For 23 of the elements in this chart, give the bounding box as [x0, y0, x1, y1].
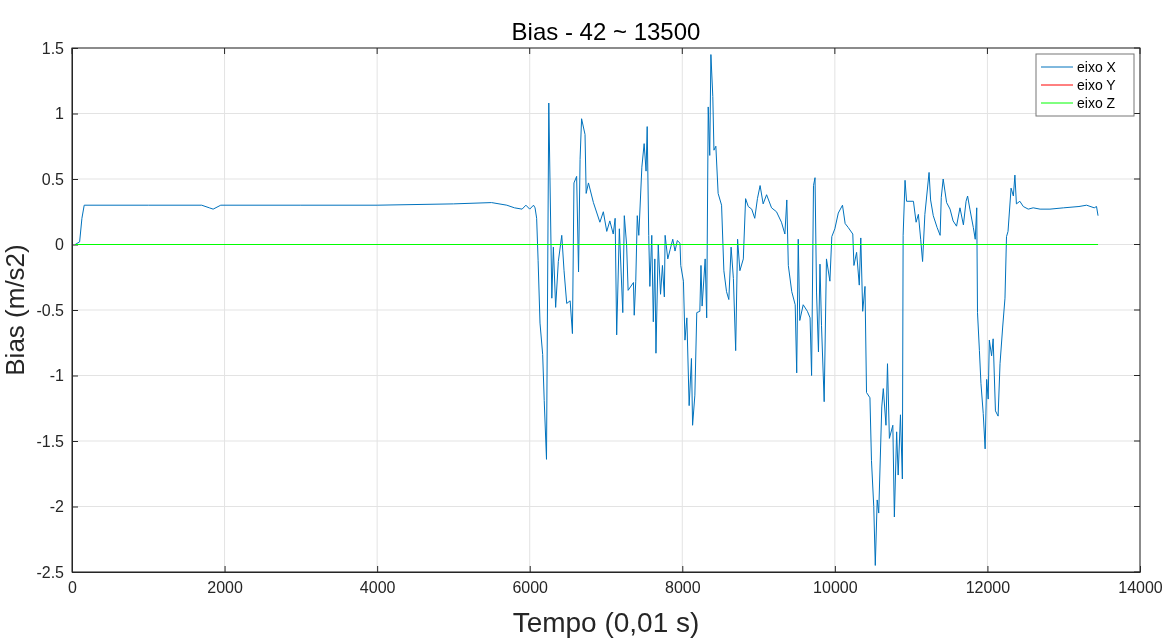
y-axis-title: Bias (m/s2)	[0, 244, 30, 376]
legend-label: eixo Z	[1077, 95, 1116, 111]
x-tick-label: 10000	[813, 579, 858, 597]
y-tick-label: 0.5	[41, 170, 65, 188]
x-tick-label: 8000	[664, 579, 701, 597]
x-tick-label: 2000	[207, 579, 243, 597]
x-tick-label: 14000	[1118, 579, 1163, 597]
y-tick-label: 1.5	[41, 39, 65, 57]
y-tick-label: -0.5	[36, 301, 65, 319]
x-tick-label: 4000	[359, 579, 396, 597]
x-tick-label: 0	[68, 579, 78, 597]
y-tick-label: 0	[55, 236, 65, 254]
y-tick-label: -1	[49, 367, 65, 385]
y-tick-label: 1	[55, 105, 65, 123]
y-tick-label: -2.5	[36, 563, 65, 581]
chart-title: Bias - 42 ~ 13500	[511, 18, 701, 45]
x-axis-title: Tempo (0,01 s)	[512, 607, 700, 638]
y-tick-label: -2	[49, 498, 65, 516]
legend-label: eixo Y	[1077, 77, 1117, 93]
y-tick-label: -1.5	[36, 432, 65, 450]
legend-label: eixo X	[1077, 59, 1117, 75]
x-tick-label: 12000	[965, 579, 1011, 597]
x-tick-label: 6000	[512, 579, 549, 597]
